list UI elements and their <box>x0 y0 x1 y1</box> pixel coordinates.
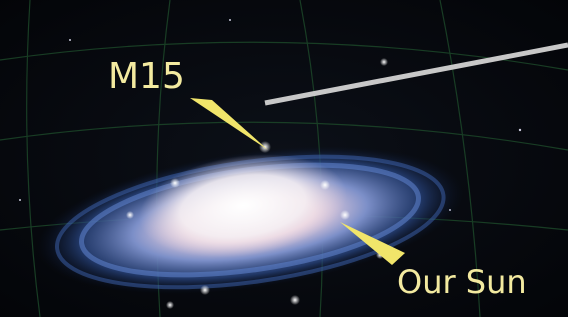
sun-label: Our Sun <box>397 263 527 301</box>
galaxy-diagram: M15 Our Sun <box>0 0 568 317</box>
m15-label: M15 <box>108 56 185 97</box>
